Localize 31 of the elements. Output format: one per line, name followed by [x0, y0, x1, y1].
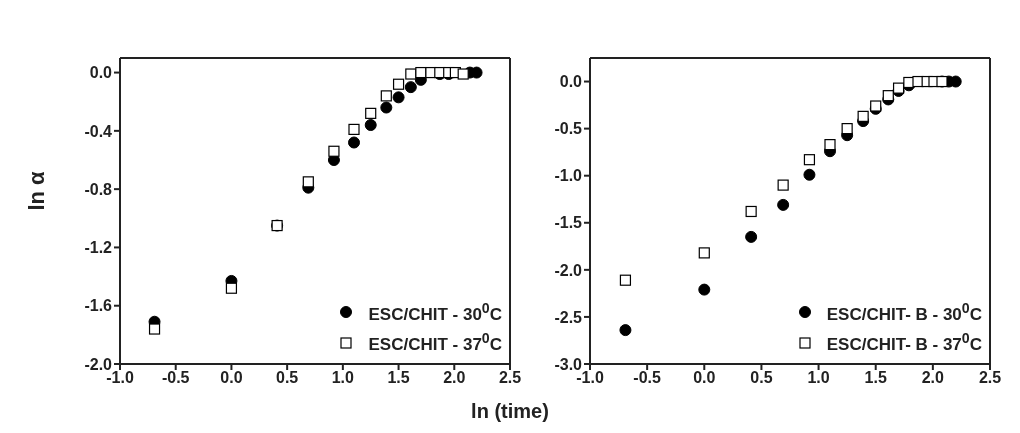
x-tick-label: 2.0	[921, 369, 945, 387]
y-tick-label: -1.6	[84, 297, 113, 315]
y-tick-label: -0.5	[554, 120, 583, 138]
x-axis-title: ln (time)	[470, 400, 550, 423]
x-tick-label: -0.5	[633, 369, 662, 387]
x-tick-label: 2.0	[443, 369, 466, 387]
x-tick-label: 1.5	[864, 369, 887, 387]
y-tick-label: -1.0	[554, 167, 583, 185]
y-tick-label: -2.0	[554, 261, 583, 279]
x-tick-label: 0.0	[693, 369, 716, 387]
legend-label: ESC/CHIT- B - 30$^{0}$C	[826, 299, 982, 325]
y-tick-label: 0.0	[559, 73, 583, 91]
y-tick-label: -1.5	[554, 214, 583, 232]
y-tick-label: -1.2	[84, 239, 113, 257]
legend-label: ESC/CHIT - 30$^{0}$C	[368, 299, 502, 325]
y-tick-label: -2.5	[554, 308, 583, 326]
x-tick-label: -0.5	[161, 369, 190, 387]
x-tick-label: 0.5	[276, 369, 299, 387]
legend-label: ESC/CHIT - 37$^{0}$C	[368, 330, 502, 355]
x-tick-label: 2.5	[978, 369, 1002, 387]
x-tick-label: 2.5	[498, 369, 522, 387]
y-tick-label: 0.0	[89, 64, 113, 82]
y-axis-title: ln α	[24, 170, 50, 213]
legend-label: ESC/CHIT- B - 37$^{0}$C	[826, 330, 982, 355]
y-tick-label: -0.4	[84, 122, 113, 140]
x-tick-label: 1.5	[387, 369, 410, 387]
x-tick-label: 1.0	[331, 369, 355, 387]
x-tick-label: 0.5	[750, 369, 773, 387]
y-tick-label: -0.8	[84, 180, 113, 198]
x-tick-label: 1.0	[807, 369, 830, 387]
x-tick-label: 0.0	[220, 369, 243, 387]
